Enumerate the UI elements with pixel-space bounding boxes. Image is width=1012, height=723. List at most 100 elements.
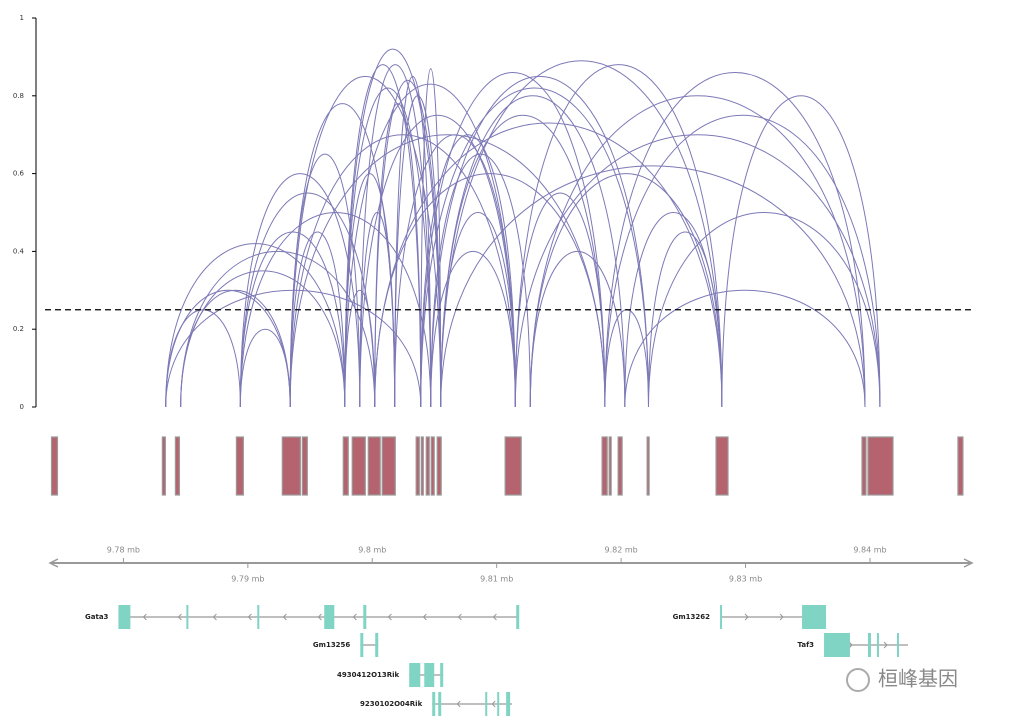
arc (420, 87, 649, 408)
arc (514, 64, 723, 408)
peak (367, 436, 381, 496)
exon (409, 663, 421, 687)
peak (50, 436, 59, 496)
arc (289, 134, 516, 408)
peak (351, 436, 366, 496)
arc (180, 251, 376, 408)
y-tick-label: 1 (20, 14, 24, 22)
peak (430, 436, 435, 496)
exon (432, 692, 436, 716)
arc (394, 76, 432, 408)
axis-arrow (963, 558, 974, 568)
peak (301, 436, 308, 496)
exon (867, 633, 871, 657)
arc (344, 83, 516, 408)
arc (289, 76, 442, 408)
peak (174, 436, 181, 496)
peak (504, 436, 522, 496)
exon (424, 663, 435, 687)
peak (342, 436, 349, 496)
arc (359, 115, 516, 408)
arc (514, 134, 881, 408)
exon (257, 605, 260, 629)
peak (646, 436, 650, 496)
arc (165, 243, 346, 408)
arc (440, 115, 606, 408)
arc (394, 95, 442, 408)
peak (608, 436, 612, 496)
gene-label: Gata3 (85, 613, 109, 621)
x-tick-label: 9.79 mb (231, 575, 264, 584)
exon (363, 605, 367, 629)
arc (180, 290, 291, 408)
x-tick-label: 9.84 mb (853, 546, 886, 555)
strand-arrow (247, 613, 252, 621)
arc (430, 153, 531, 408)
gene-label: Taf3 (798, 641, 815, 649)
strand-arrow (212, 613, 217, 621)
x-tick-label: 9.83 mb (729, 575, 762, 584)
exon (802, 605, 827, 629)
strand-arrow (457, 613, 462, 621)
strand-arrow (744, 613, 749, 621)
gene-label: Gm13262 (673, 613, 711, 621)
exon (485, 692, 488, 716)
arc (289, 153, 361, 408)
peak (161, 436, 166, 496)
exon (324, 605, 335, 629)
peak (715, 436, 729, 496)
arc (440, 95, 626, 408)
gene-label: 9230102O04Rik (360, 700, 423, 708)
arc (529, 95, 866, 408)
strand-arrow (883, 641, 888, 649)
arc (374, 103, 422, 408)
arc (289, 134, 606, 408)
arc (420, 134, 516, 408)
peak (867, 436, 894, 496)
axis-arrow (48, 558, 59, 568)
arc (514, 192, 606, 408)
arc (440, 60, 723, 408)
arc (624, 289, 866, 408)
x-tick-label: 9.78 mb (107, 546, 140, 555)
arc (374, 122, 723, 408)
arc (374, 173, 606, 408)
arc (647, 212, 881, 408)
y-tick-label: 0.8 (13, 92, 24, 100)
arc (529, 173, 723, 408)
arc (624, 212, 723, 408)
peak (281, 436, 301, 496)
exon (876, 633, 879, 657)
arc (239, 231, 346, 408)
exon (375, 633, 379, 657)
strand-arrow (491, 700, 496, 708)
exon (440, 663, 444, 687)
x-tick-label: 9.81 mb (480, 575, 513, 584)
gene-label: 4930412O13Rik (337, 671, 400, 679)
arc (420, 72, 606, 408)
exon (118, 605, 131, 629)
exon (497, 692, 500, 716)
y-tick-label: 0 (20, 403, 24, 411)
exon (896, 633, 899, 657)
peak (861, 436, 867, 496)
y-tick-label: 0.4 (13, 247, 25, 255)
peak (957, 436, 964, 496)
arc (165, 309, 241, 408)
arc (721, 95, 881, 408)
arc (529, 251, 626, 408)
arc (604, 309, 649, 408)
arc (647, 231, 723, 408)
arc (440, 212, 516, 408)
arc (239, 328, 291, 408)
exon (720, 605, 723, 629)
exon (186, 605, 189, 629)
peak (436, 436, 442, 496)
watermark: 桓峰基因 (846, 667, 958, 692)
x-tick-label: 9.82 mb (605, 546, 638, 555)
strand-arrow (422, 613, 427, 621)
peak (381, 436, 396, 496)
arc (604, 71, 866, 408)
arc (180, 270, 346, 408)
